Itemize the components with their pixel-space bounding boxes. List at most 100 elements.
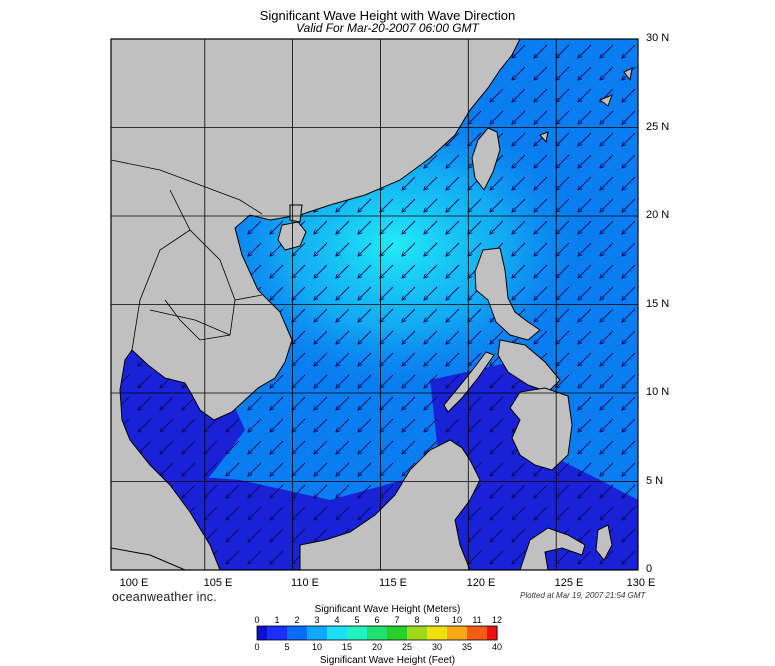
wave-arrow [270,374,284,388]
meters-tick: 4 [334,615,340,625]
colorbar-cell [447,626,453,640]
wave-arrow [314,462,328,476]
wave-arrow [380,220,394,234]
colorbar-cell [457,626,463,640]
wave-arrow [336,286,350,300]
wave-arrow [358,308,372,322]
wave-arrow [556,264,570,278]
wave-arrow [424,176,438,190]
wave-arrow [248,506,262,520]
wave-arrow [578,462,592,476]
wave-arrow [468,352,482,366]
colorbar-cell [407,626,413,640]
wave-arrow [292,330,306,344]
wave-arrow [600,484,614,498]
wave-arrow [402,440,416,454]
wave-arrow [468,220,482,234]
wave-arrow [556,110,570,124]
wave-arrow [578,242,592,256]
borneo [299,439,481,570]
meters-tick: 9 [434,615,440,625]
colorbar-cell [452,626,458,640]
wave-arrow [204,506,218,520]
map-frame [110,38,639,571]
wave-arrow [446,330,460,344]
feet-tick: 5 [284,642,290,652]
meters-tick: 11 [472,615,482,625]
wave-arrow [446,374,460,388]
wave-arrow [512,484,526,498]
wave-arrow [292,242,306,256]
wave-arrow [336,396,350,410]
wave-arrow [358,286,372,300]
wave-arrow [358,418,372,432]
meters-tick: 6 [374,615,380,625]
colorbar-cell [367,626,373,640]
wave-arrow [424,418,438,432]
wave-arrow [380,308,394,322]
wave-arrow [600,220,614,234]
colorbar-cell [332,626,338,640]
feet-tick: 35 [461,642,472,652]
wave-arrow [424,264,438,278]
lat-label: 15 N [646,298,670,310]
lat-label: 5 N [646,475,664,487]
wave-arrow [446,418,460,432]
wave-arrow [270,286,284,300]
colorbar-cell [277,626,283,640]
wave-arrow [490,198,504,212]
feet-tick: 10 [311,642,322,652]
colorbar-cell [372,626,378,640]
wave-arrow [402,176,416,190]
wave-arrow [402,308,416,322]
wave-arrow [512,154,526,168]
wave-arrow [512,198,526,212]
wave-arrow [600,110,614,124]
wave-arrow [578,176,592,190]
feet-tick: 30 [431,642,442,652]
wave-arrow [182,462,196,476]
wave-arrow [226,462,240,476]
wave-arrow [248,484,262,498]
wave-arrow [490,396,504,410]
wave-arrow [534,88,548,102]
wave-arrow [622,220,636,234]
sumatra [111,547,186,570]
wave-arrow [270,440,284,454]
wave-arrow [512,66,526,80]
wave-arrow [578,352,592,366]
colorbar-cell [322,626,328,640]
wave-arrow [248,462,262,476]
wave-arrow [380,440,394,454]
wave-arrow [622,506,636,520]
wave-arrow [622,132,636,146]
colorbar-title-feet: Significant Wave Height (Feet) [319,655,456,666]
wave-arrow [314,330,328,344]
wave-arrow [468,506,482,520]
wave-arrow [512,132,526,146]
wave-arrow [578,330,592,344]
wave-arrow [490,484,504,498]
wave-arrow [512,88,526,102]
wave-arrow [512,550,526,564]
colorbar-cell [327,626,333,640]
wave-arrow [578,418,592,432]
wave-arrow [424,242,438,256]
valid-time: Valid For Mar-20-2007 06:00 GMT [296,21,479,35]
colorbar-cell [417,626,423,640]
wave-arrow [336,308,350,322]
feet-tick: 25 [401,642,412,652]
wave-arrow [270,418,284,432]
wave-arrow [380,242,394,256]
wave-arrow [270,506,284,520]
colorbar-cell [362,626,368,640]
wave-arrow [622,286,636,300]
wave-arrow [358,374,372,388]
wave-arrow [600,242,614,256]
wave-arrow [314,506,328,520]
wave-arrow [424,198,438,212]
wave-arrow [534,308,548,322]
wave-arrow [578,528,592,542]
lon-label: 130 E [626,577,656,589]
lon-label: 125 E [554,577,584,589]
